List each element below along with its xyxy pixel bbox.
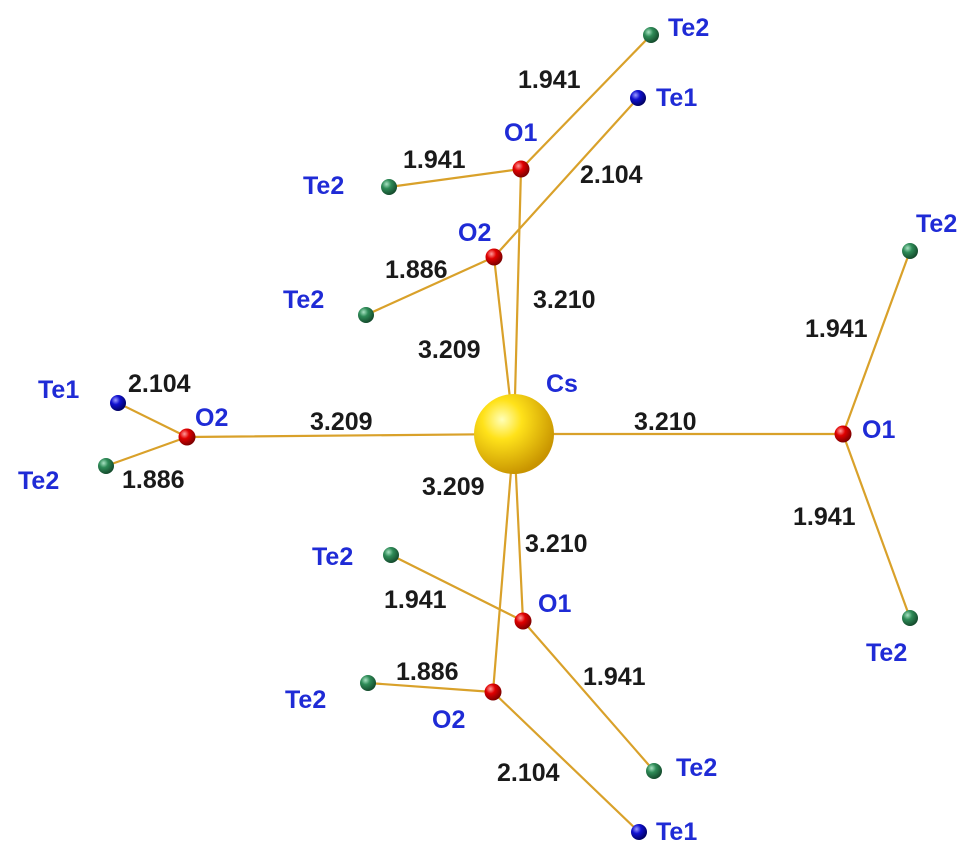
- distance-label-o2_top-te2_c: 1.886: [385, 256, 448, 284]
- distance-label-cs-o2_top: 3.209: [418, 336, 481, 364]
- atom-label-te2_d: Te2: [312, 543, 353, 571]
- distance-label-o1_top-te2_a: 1.941: [518, 66, 581, 94]
- atom-te2_a: [643, 27, 659, 43]
- bond-o1_bottom-te2_d: [389, 553, 525, 623]
- atom-te2_left: [98, 458, 114, 474]
- bond-o1_right-te2_r1: [841, 249, 912, 436]
- atom-label-te2_a: Te2: [668, 14, 709, 42]
- atom-o1_bottom: [514, 612, 532, 630]
- atom-te1_left: [110, 395, 126, 411]
- bond-o2_left-te1_left: [116, 401, 189, 439]
- distance-label-cs-o1_bottom: 3.210: [525, 530, 588, 558]
- bond-o2_top-te1_a: [492, 96, 640, 259]
- bond-o1_bottom-te2_f: [521, 619, 656, 773]
- distance-label-o2_left-te2_left: 1.886: [122, 466, 185, 494]
- bonds-layer: [104, 33, 912, 834]
- labels-layer: 3.210 3.209 3.209 3.210 3.210 3.209 1.941 1.941…: [18, 14, 957, 846]
- atom-label-te2_left: Te2: [18, 467, 59, 495]
- atom-label-o2_top: O2: [458, 219, 491, 247]
- distance-label-cs-o2_left: 3.209: [310, 408, 373, 436]
- atom-label-te1_a: Te1: [656, 84, 697, 112]
- distance-label-o1_right-te2_r1: 1.941: [805, 315, 868, 343]
- bond-o1_top-te2_b: [387, 167, 523, 189]
- atom-label-te2_r2: Te2: [866, 639, 907, 667]
- distance-label-o2_left-te1_left: 2.104: [128, 370, 191, 398]
- atom-label-o1_right: O1: [862, 416, 895, 444]
- atom-te2_r1: [902, 243, 918, 259]
- bond-o2_top-te2_c: [364, 255, 496, 317]
- atom-te2_e: [360, 675, 376, 691]
- bond-o2_bottom-te1_bottom: [491, 690, 641, 834]
- atom-te2_b: [381, 179, 397, 195]
- atoms-layer: [98, 27, 918, 840]
- atom-label-o2_bottom: O2: [432, 706, 465, 734]
- atom-label-te2_c: Te2: [283, 286, 324, 314]
- atom-o1_right: [834, 425, 852, 443]
- distance-label-o2_bottom-te2_e: 1.886: [396, 658, 459, 686]
- distance-label-cs-o1_right: 3.210: [634, 408, 697, 436]
- distance-label-cs-o1_top: 3.210: [533, 286, 596, 314]
- bond-o2_left-te2_left: [104, 435, 189, 468]
- distance-label-o2_bottom-te1_bottom: 2.104: [497, 759, 560, 787]
- atom-te1_bottom: [631, 824, 647, 840]
- atom-label-o2_left: O2: [195, 404, 228, 432]
- atom-label-o1_bottom: O1: [538, 590, 571, 618]
- bond-o1_right-te2_r2: [841, 432, 912, 620]
- bond-o2_bottom-te2_e: [366, 681, 495, 694]
- atom-label-te2_e: Te2: [285, 686, 326, 714]
- atom-te2_c: [358, 307, 374, 323]
- atom-label-te2_r1: Te2: [916, 210, 957, 238]
- atom-label-te2_f: Te2: [676, 754, 717, 782]
- atom-te1_a: [630, 90, 646, 106]
- bond-cs-o2_left: [185, 432, 516, 439]
- atom-te2_r2: [902, 610, 918, 626]
- bond-cs-o2_bottom: [491, 432, 516, 694]
- distance-label-o1_bottom-te2_f: 1.941: [583, 663, 646, 691]
- distance-label-o1_bottom-te2_d: 1.941: [384, 586, 447, 614]
- distance-label-cs-o2_bottom: 3.209: [422, 473, 485, 501]
- distance-label-o2_top-te1_a: 2.104: [580, 161, 643, 189]
- bond-cs-o1_top: [512, 167, 523, 436]
- bond-o1_top-te2_a: [519, 33, 653, 171]
- atom-label-te1_left: Te1: [38, 376, 79, 404]
- atom-label-cs: Cs: [546, 370, 578, 398]
- atom-o1_top: [512, 160, 530, 178]
- distance-label-o1_right-te2_r2: 1.941: [793, 503, 856, 531]
- atom-label-o1_top: O1: [504, 119, 537, 147]
- atom-o2_top: [485, 248, 503, 266]
- atom-label-te1_bottom: Te1: [656, 818, 697, 846]
- atom-te2_d: [383, 547, 399, 563]
- atom-o2_bottom: [484, 683, 502, 701]
- atom-cs: [474, 394, 554, 474]
- distance-label-o1_top-te2_b: 1.941: [403, 146, 466, 174]
- atom-te2_f: [646, 763, 662, 779]
- atom-label-te2_b: Te2: [303, 172, 344, 200]
- atom-o2_left: [178, 428, 196, 446]
